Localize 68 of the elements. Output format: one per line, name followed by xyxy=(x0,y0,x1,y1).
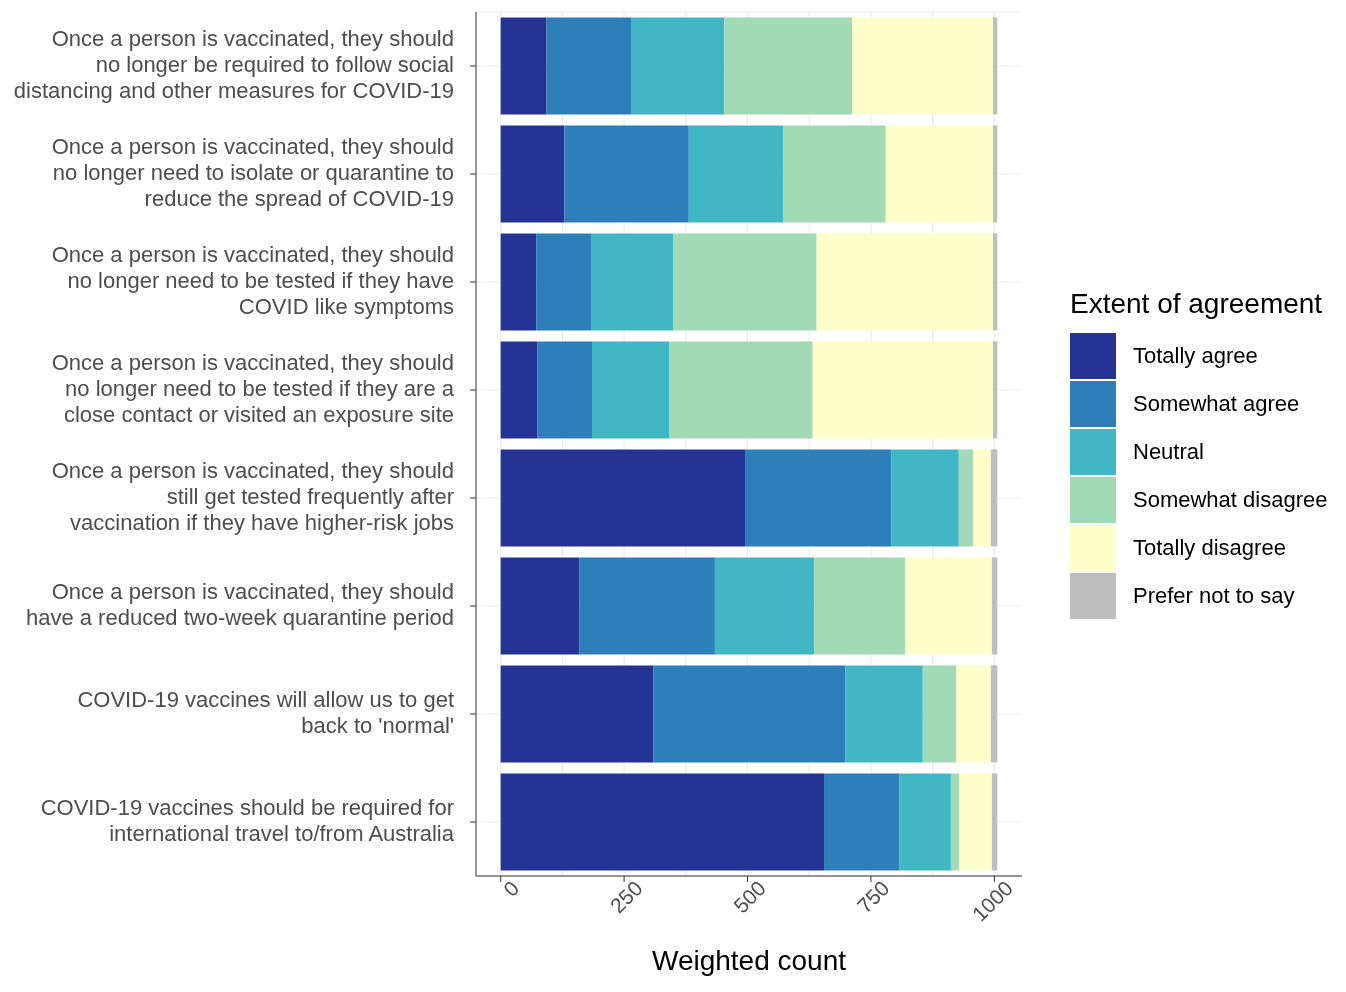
bar xyxy=(500,17,547,115)
bar xyxy=(714,557,815,655)
x-tick-label: 500 xyxy=(729,876,771,918)
bar xyxy=(956,665,991,763)
bar xyxy=(824,773,900,871)
bar xyxy=(500,773,825,871)
x-tick-label: 0 xyxy=(498,876,524,901)
bar xyxy=(631,17,725,115)
bar xyxy=(500,233,537,331)
y-tick-label: Once a person is vaccinated, they should no longer need to be tested if they have COVID like symptoms xyxy=(51,241,454,319)
y-tick-label: Once a person is vaccinated, they should no longer need to isolate or quarantine to reduce the spread of COVID-19 xyxy=(51,133,454,211)
bar xyxy=(992,125,998,223)
bar xyxy=(991,557,998,655)
y-tick-label: Once a person is vaccinated, they should no longer be required to follow social distancing and other measures for COVID-19 xyxy=(13,25,454,103)
bar xyxy=(688,125,784,223)
bar xyxy=(959,773,992,871)
x-tick-label: 750 xyxy=(852,876,894,918)
x-axis-title: Weighted count xyxy=(651,945,847,976)
legend-label: Neutral xyxy=(1133,439,1204,465)
legend-label: Somewhat disagree xyxy=(1133,487,1328,513)
bar xyxy=(653,665,846,763)
x-tick-label: 250 xyxy=(605,876,647,918)
bar xyxy=(812,341,993,439)
bar xyxy=(891,449,959,547)
bar xyxy=(814,557,905,655)
bar xyxy=(845,665,923,763)
bar xyxy=(500,557,580,655)
legend-label: Prefer not to say xyxy=(1133,583,1295,609)
bar xyxy=(500,665,654,763)
bar xyxy=(500,449,746,547)
bar xyxy=(922,665,957,763)
bar xyxy=(990,665,998,763)
bar xyxy=(992,341,998,439)
bar xyxy=(852,17,993,115)
bar xyxy=(672,233,817,331)
y-tick-label: Once a person is vaccinated, they should have a reduced two-week quarantine period xyxy=(25,578,454,630)
bar xyxy=(500,341,538,439)
bar xyxy=(564,125,689,223)
bar xyxy=(885,125,993,223)
bar xyxy=(536,233,592,331)
y-tick-label: COVID-19 vaccines will allow us to get back to 'normal' xyxy=(77,686,454,738)
bar xyxy=(724,17,853,115)
bar xyxy=(592,341,670,439)
legend-label: Totally agree xyxy=(1133,343,1258,369)
bar xyxy=(669,341,813,439)
bar xyxy=(991,773,998,871)
bar xyxy=(905,557,992,655)
legend-title: Extent of agreement xyxy=(1070,288,1324,320)
bar xyxy=(546,17,632,115)
bar xyxy=(579,557,715,655)
bar xyxy=(950,773,960,871)
bar xyxy=(973,449,991,547)
bar xyxy=(992,233,998,331)
bar xyxy=(958,449,974,547)
bar xyxy=(500,125,565,223)
legend-label: Somewhat agree xyxy=(1133,391,1300,417)
bar xyxy=(990,449,998,547)
bar xyxy=(537,341,593,439)
y-tick-label: COVID-19 vaccines should be required for international travel to/from Australia xyxy=(40,794,455,846)
bar xyxy=(745,449,892,547)
legend-label: Totally disagree xyxy=(1133,535,1286,561)
bar xyxy=(816,233,993,331)
bar xyxy=(591,233,673,331)
y-tick-label: Once a person is vaccinated, they should no longer need to be tested if they are a close contact or visited an exposure site xyxy=(51,349,455,427)
bar xyxy=(783,125,886,223)
bar xyxy=(992,17,998,115)
y-tick-label: Once a person is vaccinated, they should still get tested frequently after vaccination if they have higher-risk jobs xyxy=(51,457,454,535)
bar xyxy=(899,773,951,871)
